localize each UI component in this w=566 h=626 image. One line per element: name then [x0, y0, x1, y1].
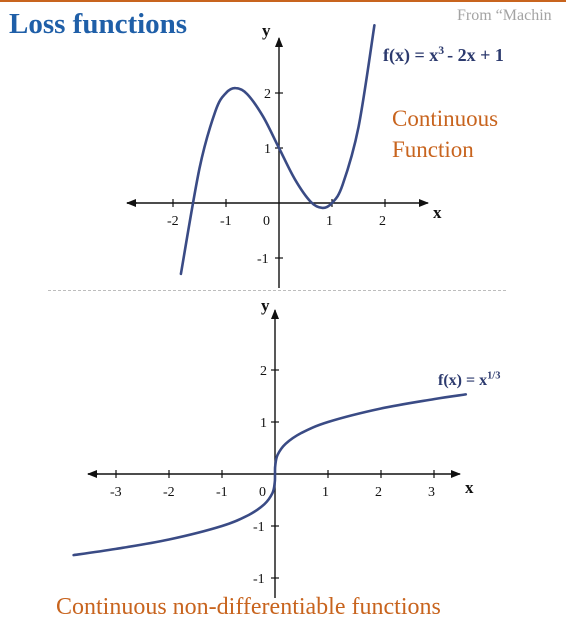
- x-axis-label: x: [465, 478, 474, 497]
- y-tick-label: 1: [264, 142, 271, 157]
- annotation-text: Continuous: [392, 106, 498, 131]
- formula-label: f(x) = x1/3: [438, 371, 500, 389]
- function-curve: [72, 393, 468, 557]
- formula-label: f(x) = x3- 2x + 1: [383, 44, 504, 66]
- x-axis-label: x: [433, 203, 442, 222]
- x-tick-label: 0: [263, 214, 270, 229]
- annotation-text: Function: [392, 137, 474, 162]
- y-axis-label: y: [262, 21, 271, 40]
- x-tick-label: 1: [322, 485, 329, 500]
- top-rule: [0, 0, 566, 2]
- x-tick-label: 0: [259, 485, 266, 500]
- y-tick-label: 2: [264, 87, 271, 102]
- x-tick-label: -2: [167, 214, 179, 229]
- x-tick-label: 1: [326, 214, 333, 229]
- chart-divider: [48, 290, 506, 291]
- slide-caption: Continuous non-differentiable functions: [56, 594, 441, 620]
- x-tick-label: 2: [375, 485, 382, 500]
- y-tick-label: -1: [253, 520, 265, 535]
- x-tick-label: 3: [428, 485, 435, 500]
- y-tick-label: 2: [260, 364, 267, 379]
- source-citation: From “Machin: [457, 7, 552, 24]
- y-tick-label: -1: [257, 252, 269, 267]
- x-tick-label: -1: [216, 485, 228, 500]
- y-axis-label: y: [261, 296, 270, 315]
- x-tick-label: -2: [163, 485, 175, 500]
- x-tick-label: -3: [110, 485, 122, 500]
- function-curve: [179, 24, 376, 276]
- x-tick-label: 2: [379, 214, 386, 229]
- y-tick-label: 1: [260, 416, 267, 431]
- chart-cubic: x y -2 -1 0 1 2 -1 1 2 f(x) = x3- 2x + 1 Continuous…: [126, 21, 504, 288]
- chart-cube-root: x y -3 -2 -1 0 1 2 3 -1 -1 1 2 f(x) = x1/3: [72, 296, 500, 598]
- y-tick-label: -1: [253, 572, 265, 587]
- x-tick-label: -1: [220, 214, 232, 229]
- slide-title: Loss functions: [9, 8, 188, 40]
